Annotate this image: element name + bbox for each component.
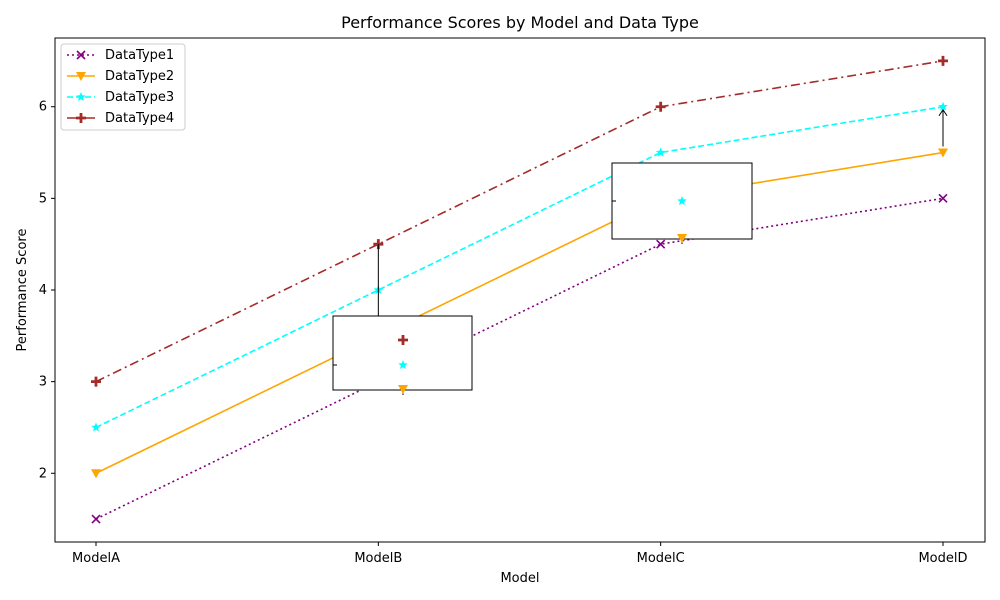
data-point-datatype2 <box>938 148 948 158</box>
triangle-marker-shape <box>398 385 408 394</box>
legend-label: DataType3 <box>105 90 174 105</box>
plus-marker-shape <box>91 376 101 387</box>
x-marker-shape <box>91 514 101 524</box>
series-line-datatype4 <box>95 60 944 383</box>
data-point-datatype4 <box>655 101 666 112</box>
data-point-datatype3 <box>938 101 948 111</box>
data-point-datatype1 <box>938 193 948 203</box>
x-marker-shape <box>656 239 666 249</box>
star-marker-shape <box>76 92 86 102</box>
series-line-datatype2 <box>95 151 944 474</box>
x-axis-label: Model <box>500 571 539 586</box>
legend-marker <box>76 113 86 123</box>
x-tick-label: ModelA <box>72 551 120 566</box>
y-tick-label: 4 <box>39 283 47 298</box>
y-tick-label: 5 <box>39 191 47 206</box>
triangle-marker-shape <box>76 72 86 81</box>
triangle-marker-shape <box>938 148 948 158</box>
callout-marker-datatype3 <box>677 196 687 206</box>
callout-marker-datatype3 <box>398 360 408 370</box>
triangle-marker-shape <box>677 234 687 243</box>
y-axis-label: Performance Score <box>15 229 30 352</box>
triangle-marker-shape <box>91 469 101 479</box>
callout-marker-datatype2 <box>398 385 408 394</box>
y-tick-label: 6 <box>39 100 47 115</box>
data-point-datatype1 <box>91 514 101 524</box>
star-marker-shape <box>677 196 687 206</box>
legend-marker <box>76 92 86 102</box>
legend-item-datatype4: DataType4 <box>67 111 174 126</box>
data-point-datatype4 <box>938 55 948 66</box>
x-tick-label: ModelC <box>637 551 685 566</box>
series-line-datatype3 <box>95 105 944 429</box>
arrow-annotation-head <box>938 108 948 117</box>
legend-marker <box>76 50 86 60</box>
data-point-datatype2 <box>91 469 101 479</box>
data-point-datatype3 <box>655 147 666 157</box>
callout-marker-datatype2 <box>677 234 687 243</box>
legend-marker <box>76 72 86 81</box>
plus-marker-shape <box>938 55 948 66</box>
y-tick-label: 2 <box>39 466 47 481</box>
data-point-datatype3 <box>91 422 101 432</box>
chart-title: Performance Scores by Model and Data Typ… <box>341 13 699 32</box>
plus-marker-shape <box>398 335 408 345</box>
data-point-datatype1 <box>656 239 666 249</box>
x-marker-shape <box>76 50 86 60</box>
x-tick-label: ModelD <box>918 551 967 566</box>
legend-box <box>60 43 186 131</box>
star-marker-shape <box>91 422 101 432</box>
legend: DataType1 DataType2 DataType3 DataType4 <box>60 43 186 131</box>
x-tick-label: ModelB <box>354 551 402 566</box>
star-marker-shape <box>398 360 408 370</box>
star-marker-shape <box>655 147 666 157</box>
plus-marker-shape <box>76 113 86 123</box>
plus-marker-shape <box>655 101 666 112</box>
star-marker-shape <box>938 101 948 111</box>
legend-item-datatype1: DataType1 <box>67 48 174 63</box>
x-marker-shape <box>938 193 948 203</box>
legend-label: DataType1 <box>105 48 174 63</box>
legend-label: DataType4 <box>105 111 174 126</box>
legend-label: DataType2 <box>105 69 174 84</box>
legend-item-datatype2: DataType2 <box>67 69 174 84</box>
y-tick-label: 3 <box>39 375 47 390</box>
callout-marker-datatype4 <box>398 335 408 345</box>
data-point-datatype4 <box>91 376 101 387</box>
legend-item-datatype3: DataType3 <box>67 90 174 105</box>
series-line-datatype1 <box>95 197 944 520</box>
callout-box <box>332 315 473 391</box>
